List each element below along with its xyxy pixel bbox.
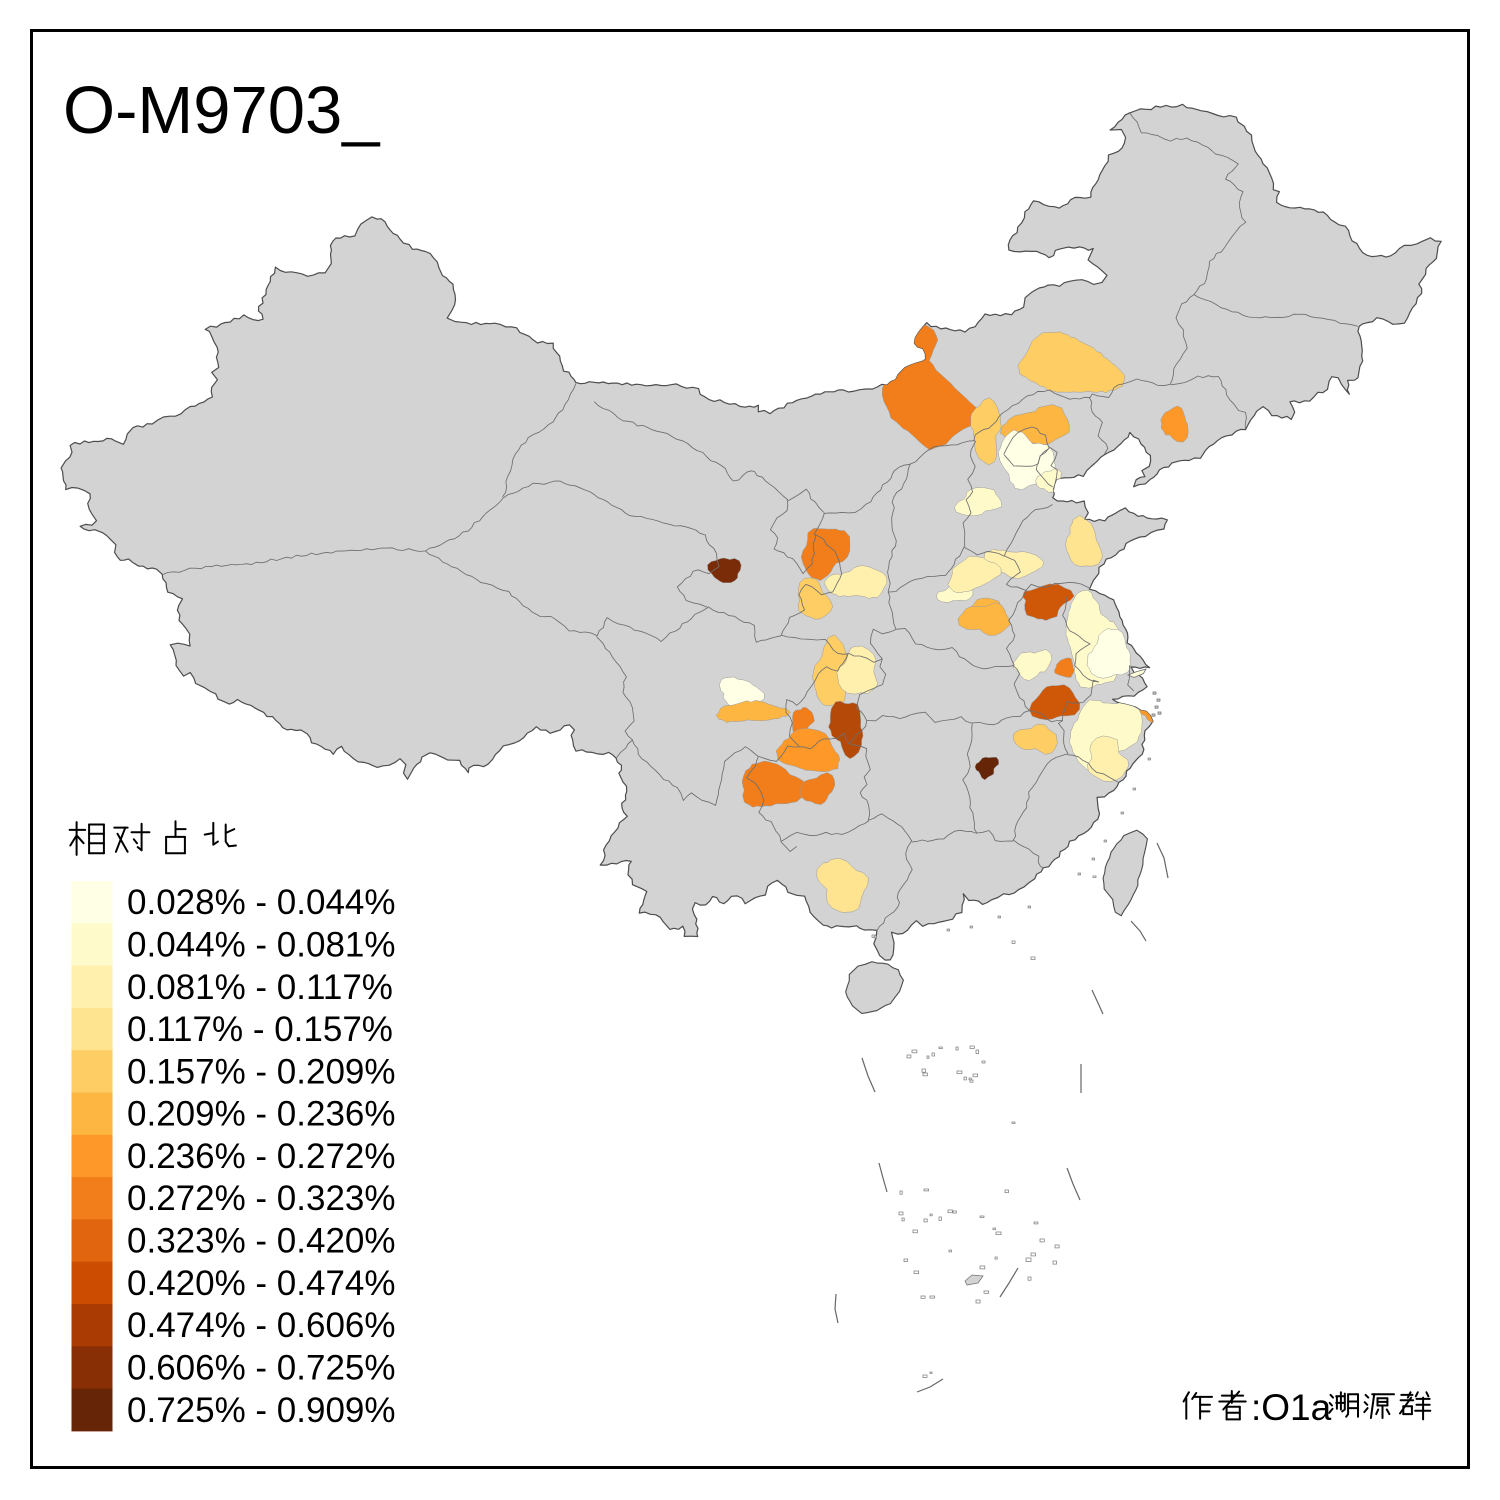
svg-text:0.323% - 0.420%: 0.323% - 0.420% xyxy=(127,1222,396,1261)
svg-text:0.272% - 0.323%: 0.272% - 0.323% xyxy=(127,1179,396,1218)
svg-text:O-M9703_: O-M9703_ xyxy=(63,73,381,148)
svg-text:0.044% - 0.081%: 0.044% - 0.081% xyxy=(127,925,396,964)
svg-text:0.028% - 0.044%: 0.028% - 0.044% xyxy=(127,883,396,922)
svg-text:0.081% - 0.117%: 0.081% - 0.117% xyxy=(127,968,393,1007)
svg-text:0.725% - 0.909%: 0.725% - 0.909% xyxy=(127,1391,396,1430)
svg-text:0.157% - 0.209%: 0.157% - 0.209% xyxy=(127,1052,396,1091)
svg-text:0.117% - 0.157%: 0.117% - 0.157% xyxy=(127,1010,393,1049)
svg-text:0.474% - 0.606%: 0.474% - 0.606% xyxy=(127,1306,396,1345)
svg-text::O1a: :O1a xyxy=(1251,1387,1332,1428)
svg-text:0.236% - 0.272%: 0.236% - 0.272% xyxy=(127,1137,396,1176)
svg-text:0.606% - 0.725%: 0.606% - 0.725% xyxy=(127,1349,396,1388)
svg-text:0.209% - 0.236%: 0.209% - 0.236% xyxy=(127,1095,396,1134)
svg-text:0.420% - 0.474%: 0.420% - 0.474% xyxy=(127,1264,396,1303)
